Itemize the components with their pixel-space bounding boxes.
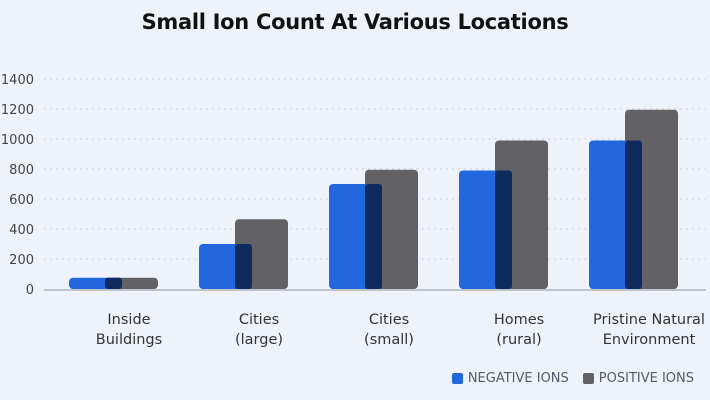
bar-overlap [105,277,122,289]
legend-item-positive-ions[interactable]: POSITIVE IONS [582,371,694,386]
legend-item-negative-ions[interactable]: NEGATIVE IONS [451,371,569,386]
legend: NEGATIVE IONS POSITIVE IONS [451,371,694,386]
y-tick-label: 1400 [1,73,34,88]
x-tick-label: Environment [603,332,696,348]
chart-title: Small Ion Count At Various Locations [141,10,569,34]
bar-overlap [625,140,642,289]
bar-overlap [365,184,382,289]
legend-label-negative-ions: NEGATIVE IONS [467,371,569,386]
x-tick-label: (small) [364,332,414,348]
y-tick-label: 1000 [1,133,34,148]
bar-overlap [495,170,512,289]
y-tick-label: 1200 [1,103,34,118]
legend-swatch-positive-ions [582,373,594,384]
x-tick-label: Inside [107,312,150,328]
y-tick-label: 800 [9,163,34,178]
y-tick-label: 0 [26,283,34,298]
x-tick-label: Pristine Natural [593,312,705,328]
bar-overlap [235,244,252,289]
x-tick-label: Cities [239,312,279,328]
x-tick-label: (large) [235,332,283,348]
y-tick-label: 200 [9,253,34,268]
legend-label-positive-ions: POSITIVE IONS [598,371,694,386]
x-tick-label: Homes [494,312,544,328]
x-tick-label: Cities [369,312,409,328]
y-tick-label: 400 [9,223,34,238]
legend-swatch-negative-ions [451,373,463,384]
y-tick-label: 600 [9,193,34,208]
x-tick-label: Buildings [96,332,162,348]
x-tick-label: (rural) [496,332,541,348]
